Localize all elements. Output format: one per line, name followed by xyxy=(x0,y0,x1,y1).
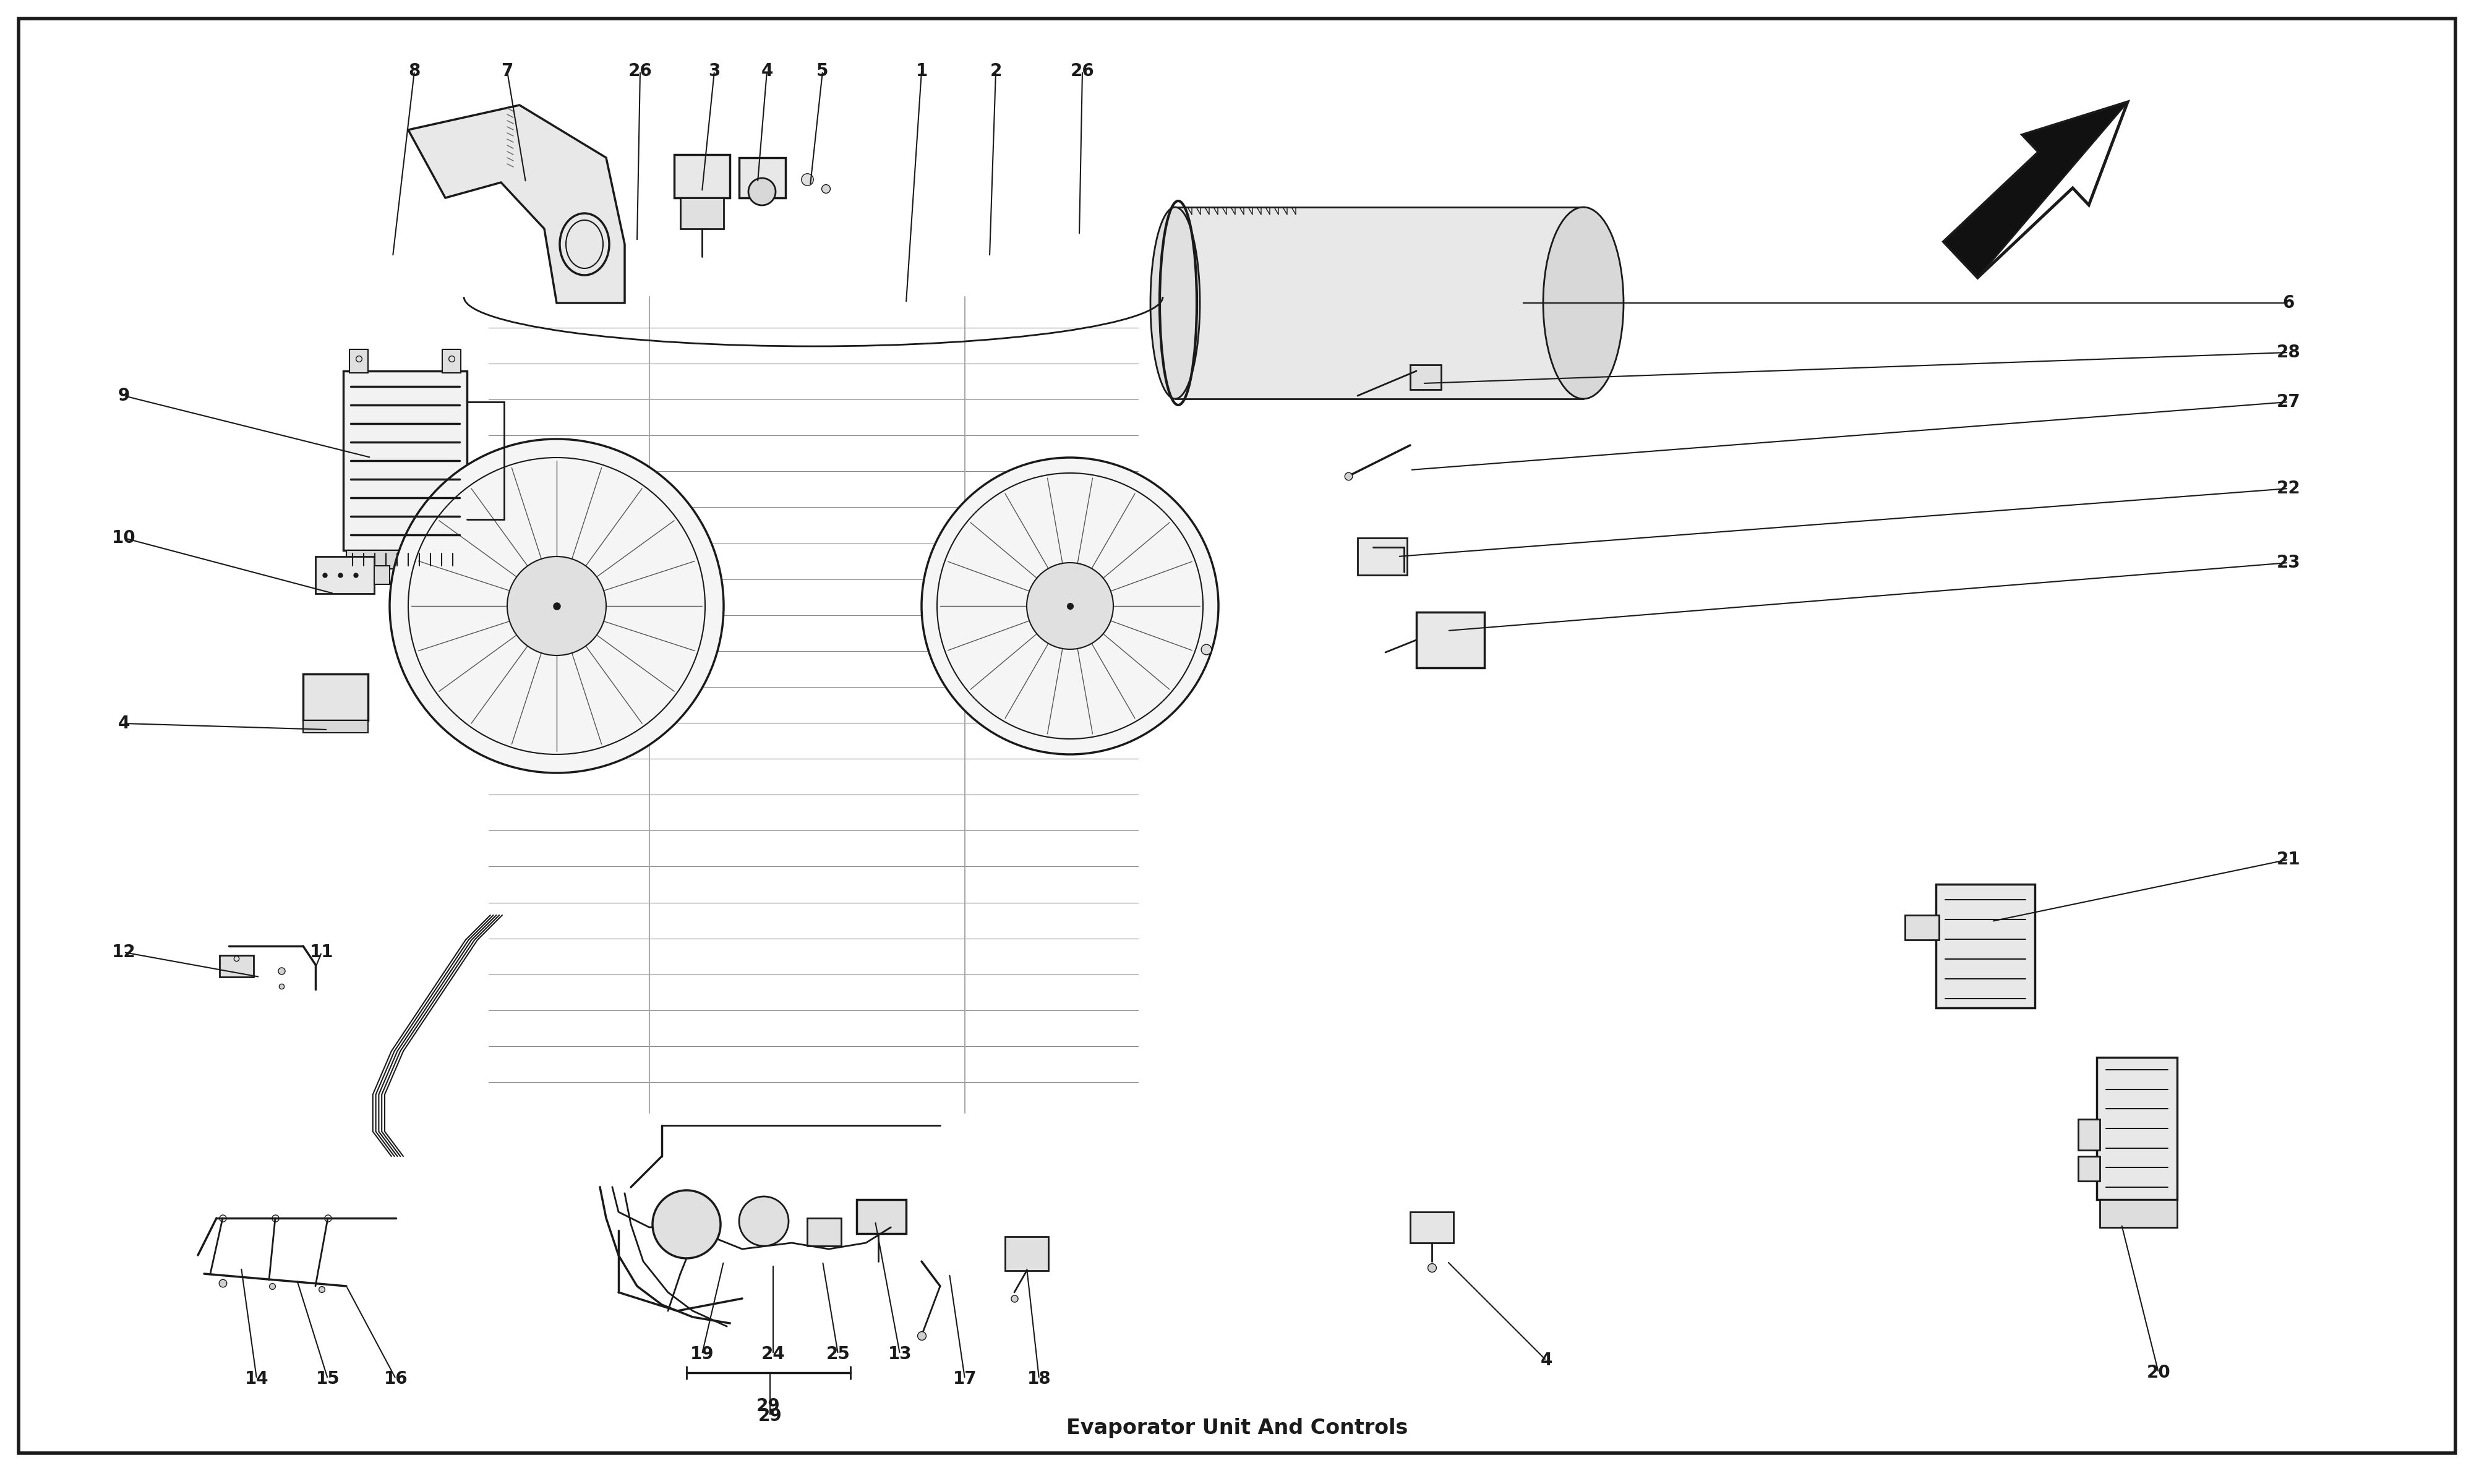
Bar xyxy=(317,556,374,594)
Text: 25: 25 xyxy=(826,1346,851,1362)
Bar xyxy=(740,157,787,197)
Text: 4: 4 xyxy=(1541,1352,1551,1368)
Polygon shape xyxy=(1175,208,1583,399)
Circle shape xyxy=(391,439,722,773)
Bar xyxy=(807,1218,841,1247)
Text: 17: 17 xyxy=(952,1370,977,1388)
Text: 29: 29 xyxy=(757,1398,779,1414)
Bar xyxy=(2078,1156,2100,1181)
Text: 8: 8 xyxy=(408,62,421,80)
Circle shape xyxy=(747,178,777,205)
Bar xyxy=(344,371,468,551)
Text: 13: 13 xyxy=(888,1346,913,1362)
Polygon shape xyxy=(408,105,623,303)
Bar xyxy=(302,720,369,733)
Bar xyxy=(2078,1119,2100,1150)
Polygon shape xyxy=(465,208,1249,297)
Circle shape xyxy=(740,1196,789,1247)
Text: 14: 14 xyxy=(245,1370,270,1388)
Text: 12: 12 xyxy=(111,944,136,962)
Circle shape xyxy=(920,457,1217,754)
Polygon shape xyxy=(465,297,1163,1113)
Text: 5: 5 xyxy=(816,62,829,80)
Text: 11: 11 xyxy=(309,944,334,962)
Bar xyxy=(1935,884,2034,1008)
Bar xyxy=(1415,611,1484,668)
Text: 18: 18 xyxy=(1027,1370,1051,1388)
Bar xyxy=(2100,1199,2177,1227)
Circle shape xyxy=(1027,562,1113,650)
Bar xyxy=(302,674,369,720)
Bar xyxy=(2098,1057,2177,1199)
Bar xyxy=(1004,1236,1049,1270)
Text: 1: 1 xyxy=(915,62,928,80)
Text: 23: 23 xyxy=(2276,554,2301,571)
Bar xyxy=(856,1199,905,1233)
Text: 21: 21 xyxy=(2276,850,2301,868)
Bar xyxy=(673,154,730,197)
Text: Evaporator Unit And Controls: Evaporator Unit And Controls xyxy=(1066,1419,1408,1438)
Text: 10: 10 xyxy=(111,530,136,546)
Text: 3: 3 xyxy=(708,62,720,80)
Polygon shape xyxy=(1945,102,2128,278)
Polygon shape xyxy=(1945,102,2128,278)
Text: 4: 4 xyxy=(762,62,772,80)
Text: 4: 4 xyxy=(119,715,129,732)
Text: 26: 26 xyxy=(1071,62,1094,80)
Bar xyxy=(680,197,722,229)
Text: 29: 29 xyxy=(757,1407,782,1425)
Text: 2: 2 xyxy=(990,62,1002,80)
Bar xyxy=(374,565,391,585)
Bar xyxy=(220,956,255,976)
Bar xyxy=(1358,537,1408,574)
Polygon shape xyxy=(1163,208,1249,1113)
Text: 28: 28 xyxy=(2276,344,2301,361)
Ellipse shape xyxy=(1544,208,1623,399)
Text: 27: 27 xyxy=(2276,393,2301,411)
Text: 20: 20 xyxy=(2147,1364,2170,1382)
Bar xyxy=(1410,365,1440,389)
Text: 19: 19 xyxy=(690,1346,715,1362)
Text: 24: 24 xyxy=(762,1346,784,1362)
Bar xyxy=(1410,1212,1455,1244)
Text: 6: 6 xyxy=(2284,294,2293,312)
Text: 9: 9 xyxy=(119,387,129,404)
Bar xyxy=(346,551,465,568)
Text: 22: 22 xyxy=(2276,479,2301,497)
Bar xyxy=(349,349,369,372)
Circle shape xyxy=(653,1190,720,1258)
Bar xyxy=(443,349,460,372)
Text: 15: 15 xyxy=(317,1370,339,1388)
Bar xyxy=(1905,916,1940,939)
Text: 7: 7 xyxy=(502,62,512,80)
Text: 16: 16 xyxy=(383,1370,408,1388)
Text: 26: 26 xyxy=(628,62,653,80)
Circle shape xyxy=(507,556,606,656)
Ellipse shape xyxy=(1150,208,1200,399)
